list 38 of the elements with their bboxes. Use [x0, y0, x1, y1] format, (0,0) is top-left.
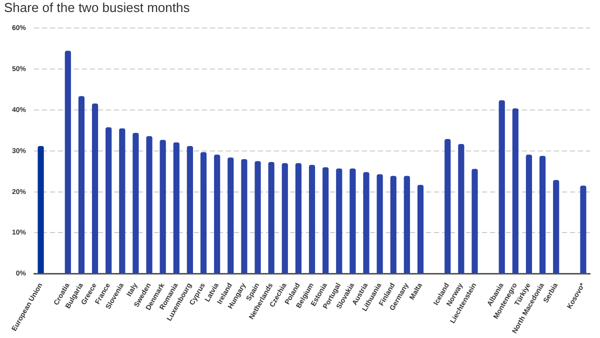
bar	[268, 162, 274, 274]
bar	[173, 142, 180, 274]
bar	[363, 172, 370, 274]
bar	[458, 144, 464, 274]
bar	[146, 136, 152, 274]
bar	[282, 163, 288, 274]
bar	[160, 140, 166, 274]
bar	[254, 161, 261, 274]
bar	[38, 146, 44, 274]
bar	[417, 184, 424, 274]
bar	[322, 167, 329, 274]
bar	[64, 50, 71, 274]
bar	[512, 108, 518, 274]
bar	[539, 156, 546, 274]
bar	[228, 157, 234, 274]
bar	[390, 176, 396, 274]
bar	[580, 186, 586, 274]
bar	[92, 103, 98, 274]
bar	[376, 174, 383, 274]
bar	[553, 180, 560, 274]
bar	[526, 154, 532, 274]
bar	[214, 154, 220, 274]
chart-title: Share of the two busiest months	[4, 0, 190, 15]
bar	[336, 168, 342, 274]
bar	[78, 96, 85, 274]
bar	[241, 159, 248, 274]
bar	[308, 164, 316, 274]
bar	[200, 152, 207, 274]
bar	[295, 163, 302, 274]
bar	[119, 128, 126, 274]
bar	[444, 139, 451, 274]
bar	[106, 127, 112, 274]
bar	[186, 146, 194, 274]
bar	[350, 168, 356, 274]
bar	[132, 132, 139, 274]
bar	[472, 168, 478, 274]
bar	[404, 176, 410, 274]
bar	[498, 100, 505, 274]
